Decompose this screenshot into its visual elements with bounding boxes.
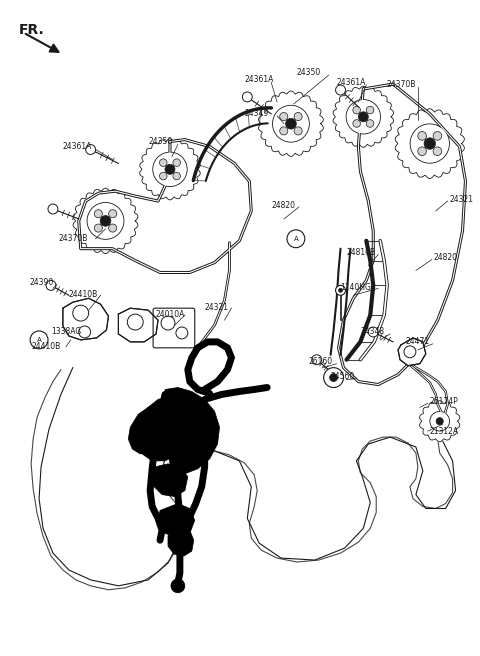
Text: 24390: 24390 [29,278,53,287]
Circle shape [85,144,96,154]
Circle shape [165,165,175,174]
Circle shape [280,127,288,135]
Polygon shape [140,139,200,200]
Circle shape [100,216,111,226]
Text: 24348: 24348 [360,327,384,337]
Circle shape [171,579,185,593]
Circle shape [324,367,344,388]
Text: 24350: 24350 [297,68,321,77]
Circle shape [312,355,322,365]
Circle shape [173,159,180,167]
Text: 24560: 24560 [331,372,355,381]
Text: FR.: FR. [19,22,45,37]
Circle shape [294,112,302,121]
Circle shape [436,418,443,425]
Circle shape [430,411,449,431]
Polygon shape [152,464,188,497]
Text: A: A [294,236,298,242]
Circle shape [108,210,117,218]
Circle shape [30,331,48,349]
Circle shape [368,327,378,337]
Text: 24370B: 24370B [59,234,88,243]
Polygon shape [259,91,324,156]
Text: 24820: 24820 [271,201,295,209]
Polygon shape [395,109,464,178]
Text: 26160: 26160 [309,358,333,366]
Circle shape [336,285,346,295]
Text: 26174P: 26174P [430,397,458,406]
Text: 24361A: 24361A [244,75,274,83]
Text: 24010A: 24010A [155,310,184,319]
Circle shape [273,105,310,142]
Circle shape [108,224,117,232]
Circle shape [94,210,102,218]
Circle shape [87,203,124,239]
Polygon shape [63,298,108,340]
Text: 1338AC: 1338AC [51,327,81,337]
Polygon shape [119,308,158,342]
Circle shape [353,106,360,114]
Text: 24350: 24350 [148,137,172,146]
Circle shape [280,112,288,121]
Circle shape [366,119,374,127]
Circle shape [433,132,442,140]
Circle shape [418,147,426,155]
Circle shape [48,204,58,214]
Circle shape [159,173,167,180]
Text: 24820: 24820 [434,253,458,262]
Circle shape [338,289,343,293]
Text: 24321: 24321 [450,195,474,203]
Polygon shape [420,401,460,441]
Text: A: A [36,337,41,343]
Circle shape [159,159,167,167]
Circle shape [410,124,449,163]
Circle shape [346,100,381,134]
Circle shape [153,152,187,186]
Polygon shape [168,526,194,556]
Polygon shape [73,188,138,254]
Circle shape [242,92,252,102]
Text: 24471: 24471 [406,337,430,346]
Text: 21312A: 21312A [430,426,459,436]
Circle shape [173,173,180,180]
Text: 24370B: 24370B [386,79,416,89]
Circle shape [287,230,305,248]
Text: 24349: 24349 [244,110,269,118]
Circle shape [418,132,426,140]
Circle shape [433,147,442,155]
Circle shape [46,280,56,291]
Text: 24410B: 24410B [31,342,60,352]
Polygon shape [158,504,195,538]
Polygon shape [398,338,426,365]
Circle shape [286,118,296,129]
Circle shape [424,138,435,150]
Text: 24361A: 24361A [63,142,92,151]
Circle shape [336,85,346,95]
Text: 24810B: 24810B [347,248,376,257]
Text: 24361A: 24361A [336,77,366,87]
Circle shape [94,224,102,232]
Circle shape [359,112,368,122]
Circle shape [294,127,302,135]
Text: 24410B: 24410B [69,290,98,298]
Text: 24321: 24321 [204,302,228,312]
Polygon shape [333,86,394,148]
Circle shape [366,106,374,114]
Text: 1140HG: 1140HG [340,283,372,292]
Circle shape [330,374,337,382]
Circle shape [353,119,360,127]
Polygon shape [128,388,219,474]
